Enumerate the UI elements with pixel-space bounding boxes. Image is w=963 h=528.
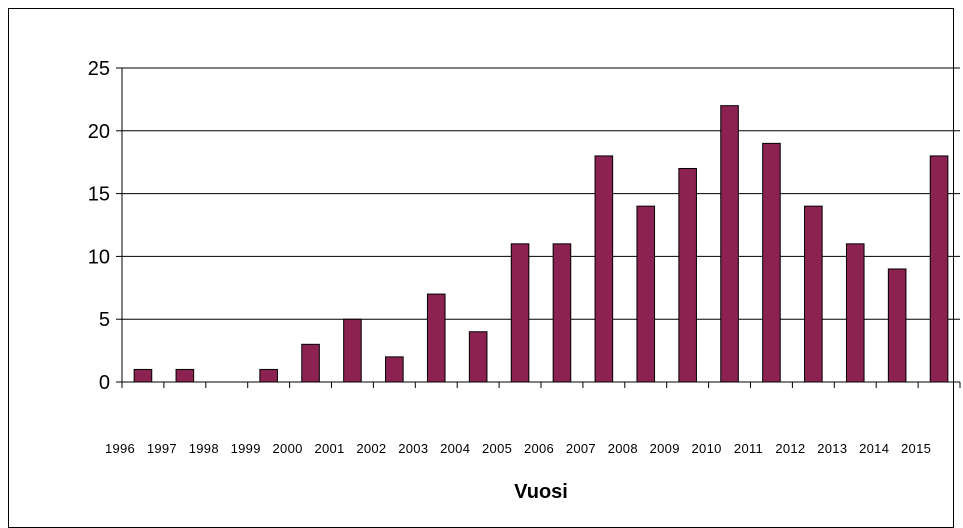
bar-2008 [636, 205, 656, 383]
bar-2005 [510, 243, 530, 383]
y-tick-label: 20 [88, 121, 110, 143]
x-tick-label: 2003 [398, 441, 428, 456]
x-tick-label: 1996 [105, 441, 135, 456]
x-tick-label: 2006 [524, 441, 554, 456]
x-tick-label: 2012 [775, 441, 805, 456]
bars [133, 105, 949, 383]
bar-2007 [594, 155, 614, 383]
x-tick-label: 2013 [817, 441, 847, 456]
bar-2010 [720, 105, 739, 383]
y-tick-label: 25 [88, 58, 110, 80]
x-tick-label: 2008 [608, 441, 638, 456]
y-tick-label: 10 [88, 246, 110, 268]
bar-2003 [426, 293, 446, 383]
y-tick-label: 5 [99, 309, 110, 331]
x-tick-label: 2007 [566, 441, 596, 456]
x-tick-labels: 1996 1997 1998 1999 2000 2001 2002 2003 2004 2005… [105, 441, 931, 456]
bar-1997 [175, 368, 195, 383]
bar-chart: 0 5 10 15 20 25 1996 1997 1998 1999 2000 2001 2002 2… [88, 58, 961, 503]
bar-2002 [385, 356, 404, 383]
gridlines [116, 67, 960, 383]
x-tick-label: 2004 [440, 441, 470, 456]
x-tick-label: 1997 [147, 441, 177, 456]
bar-1999 [259, 368, 278, 383]
bar-2009 [678, 167, 697, 383]
bar-2011 [762, 142, 781, 383]
y-tick-label: 0 [99, 372, 110, 394]
x-tick-label: 2014 [859, 441, 889, 456]
bar-2013 [845, 243, 865, 383]
axes [121, 68, 961, 388]
x-tick-label: 2010 [692, 441, 722, 456]
bar-2015 [929, 155, 949, 383]
y-tick-label: 15 [88, 184, 110, 206]
x-tick-label: 2009 [650, 441, 680, 456]
bar-2014 [887, 268, 907, 383]
x-tick-label: 1998 [189, 441, 219, 456]
x-tick-label: 2011 [734, 441, 763, 456]
bar-1996 [133, 368, 153, 383]
bar-2001 [343, 318, 362, 383]
x-axis-title: Vuosi [514, 481, 568, 503]
x-tick-label: 1999 [231, 441, 261, 456]
x-tick-label: 2001 [314, 441, 344, 456]
x-tick-label: 2005 [482, 441, 512, 456]
bar-2006 [552, 243, 572, 383]
x-tick-label: 2015 [901, 441, 931, 456]
x-tick-label: 2000 [273, 441, 303, 456]
bar-2012 [804, 205, 823, 383]
chart-frame [8, 8, 954, 528]
y-tick-labels: 0 5 10 15 20 25 [88, 58, 110, 394]
bar-2004 [468, 331, 488, 383]
x-tick-label: 2002 [356, 441, 386, 456]
bar-2000 [301, 343, 320, 383]
